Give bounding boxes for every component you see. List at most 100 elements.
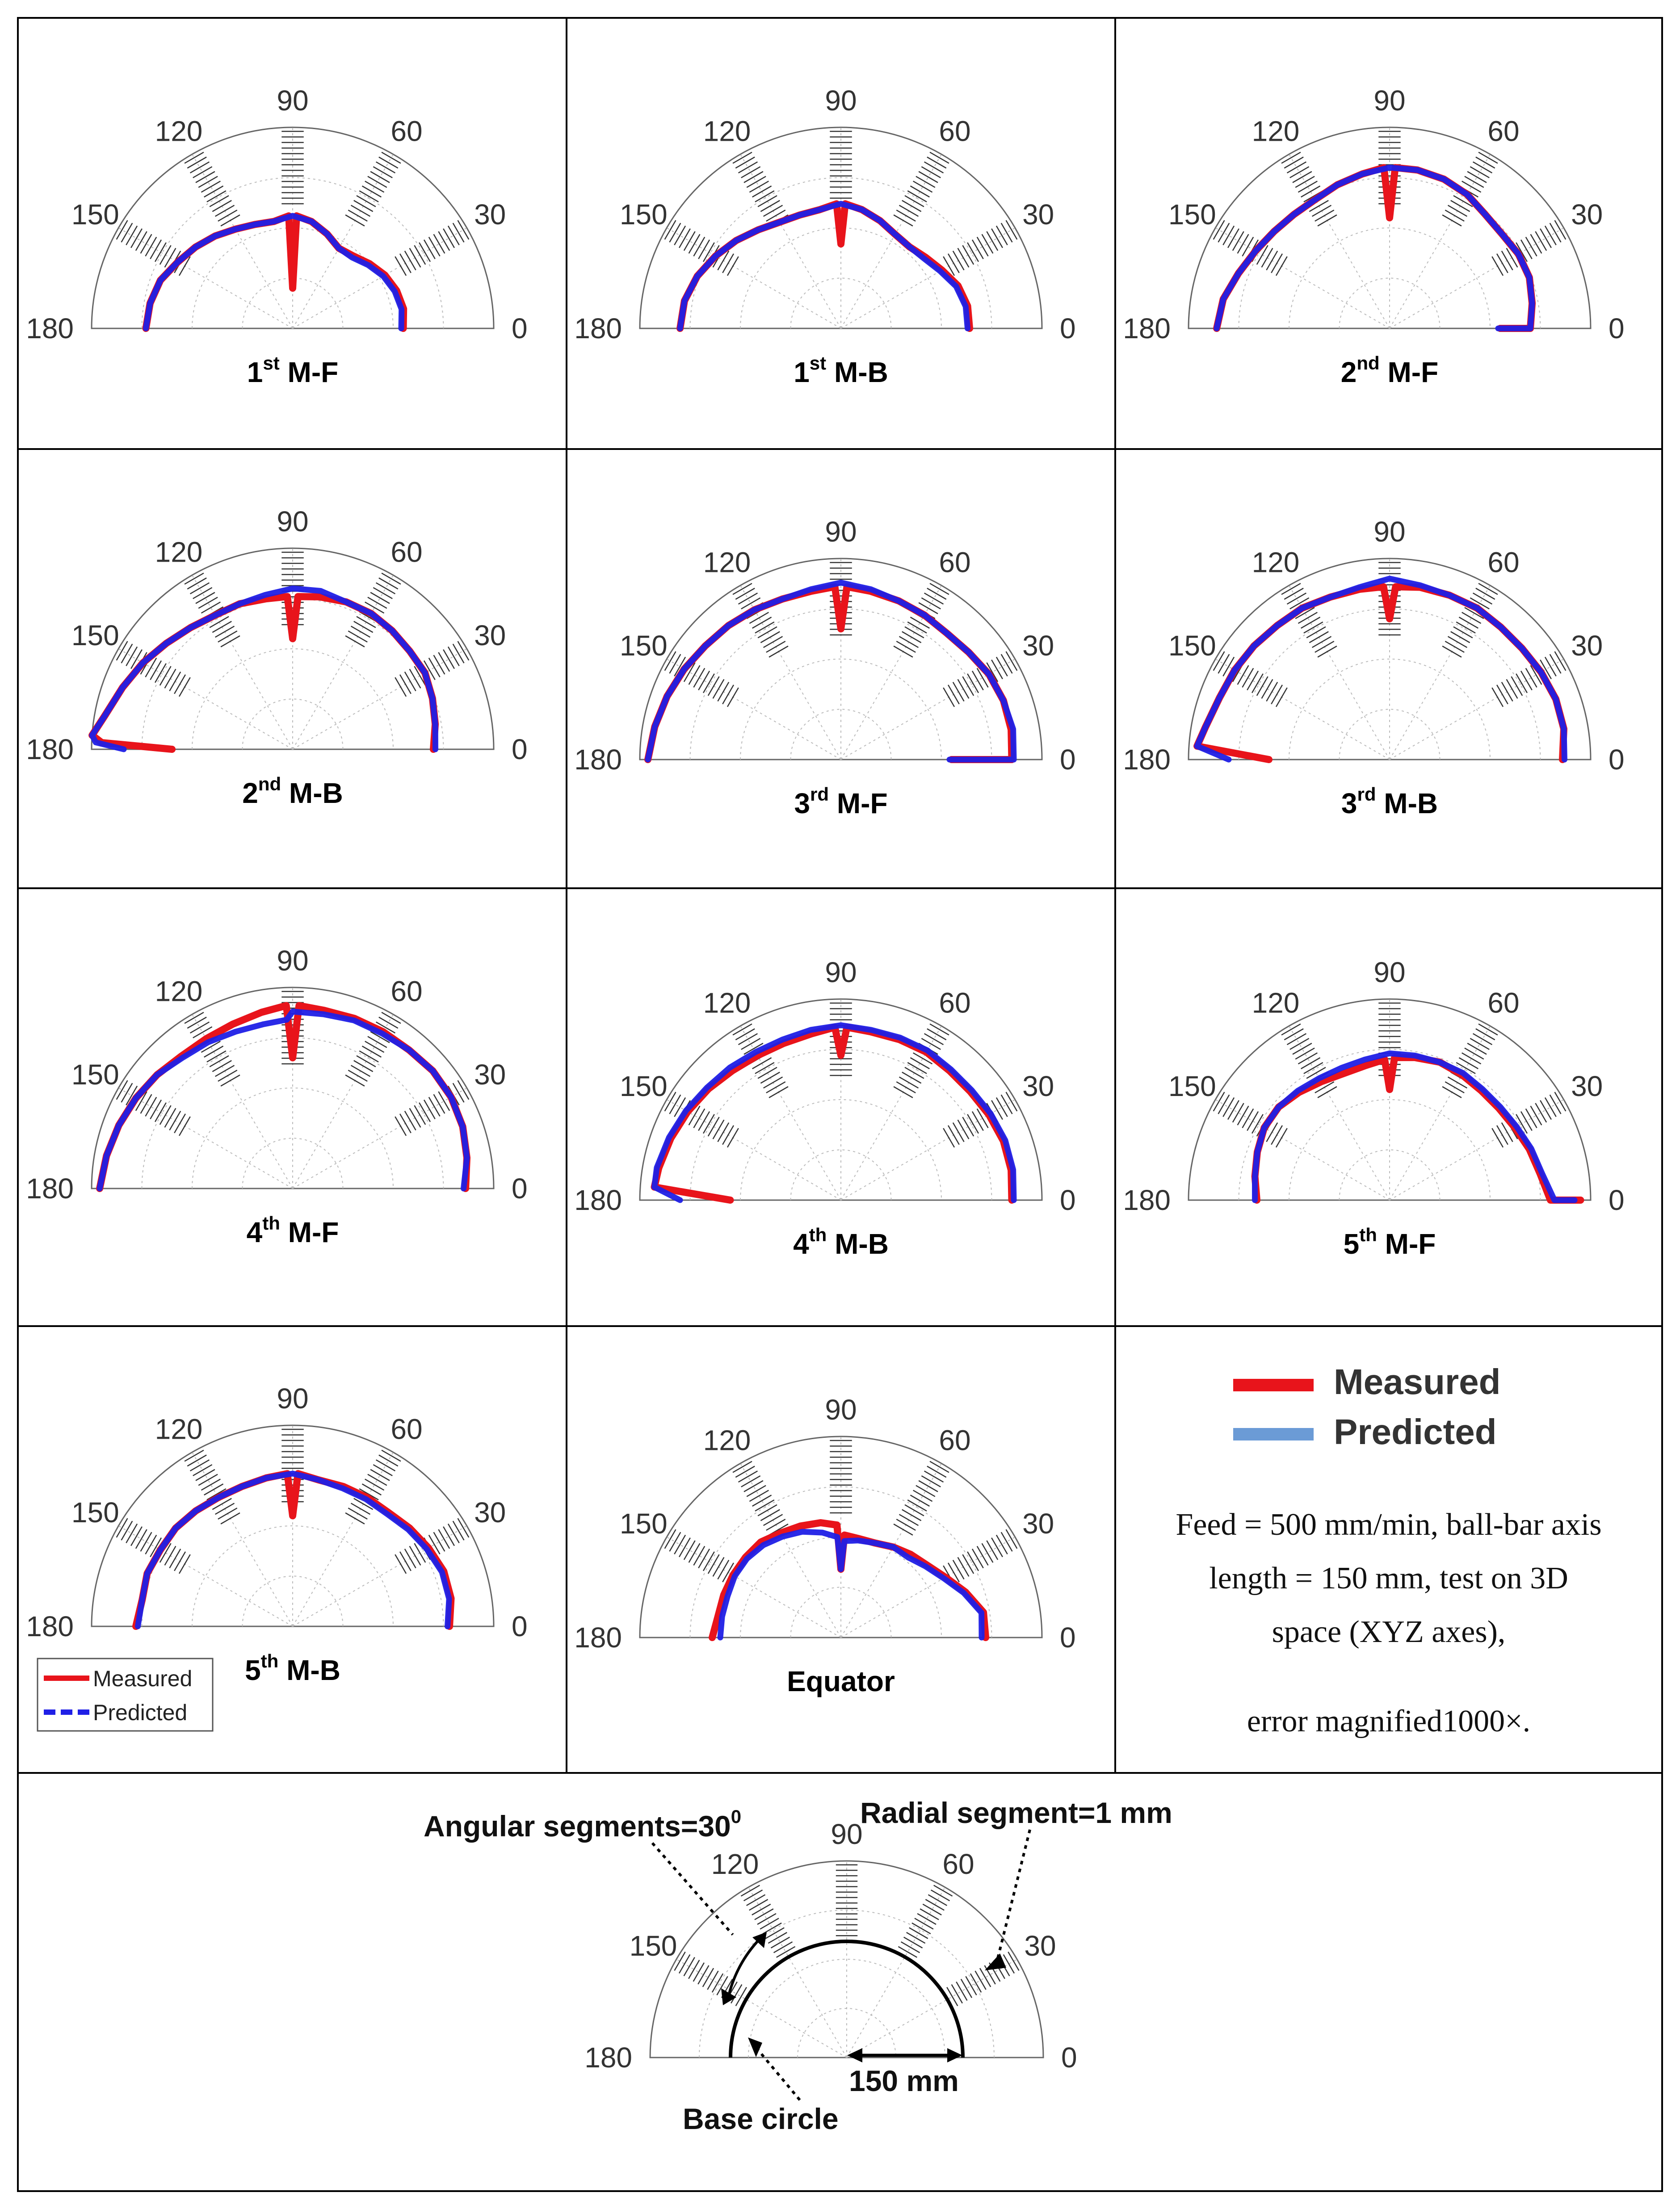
panel-6-title: 3rd M-B <box>1341 784 1438 819</box>
panel-6-tick-label-180: 180 <box>1123 743 1171 776</box>
panel-6-hatch-mark <box>1450 631 1470 643</box>
panel-3-tick-label-90: 90 <box>1373 84 1405 117</box>
panel-2-hatch-mark <box>916 176 936 188</box>
panel-1-hatch-mark <box>212 200 232 212</box>
diagram-hatch-mark <box>930 1889 950 1902</box>
panel-4-hatch-mark <box>423 660 436 680</box>
panel-7-hatch-mark <box>378 1016 399 1029</box>
panel-2-hatch-mark <box>674 225 686 246</box>
panel-5-hatch-mark <box>991 659 1003 680</box>
panel-1-hatch-mark <box>375 161 396 174</box>
panel-8-hatch-mark <box>755 1062 775 1074</box>
panel-2-hatch-90 <box>830 130 852 205</box>
panel-11-hatch-mark <box>669 1532 681 1552</box>
panel-10-hatch-mark <box>399 1551 412 1571</box>
panel-3-hatch-mark <box>1516 242 1528 262</box>
panel-5-tick-label-30: 30 <box>1022 630 1054 662</box>
panel-4-hatch-mark <box>381 572 401 585</box>
panel-6-spoke-30 <box>1389 659 1564 760</box>
diagram-hatch-mark <box>749 1899 769 1911</box>
panel-5-hatch-mark <box>943 687 955 707</box>
panel-9-hatch-mark <box>1298 1052 1318 1065</box>
panel-7-hatch-mark <box>419 1102 431 1122</box>
panel-7-hatch-mark <box>184 1012 204 1024</box>
panel-2-ring-2 <box>740 227 942 329</box>
panel-11-hatch-mark <box>957 1557 970 1577</box>
panel-3-hatch-mark <box>1275 256 1288 276</box>
radius-arrowhead-left <box>847 2048 862 2062</box>
panel-11-tick-label-60: 60 <box>939 1424 970 1456</box>
panel-4-hatch-mark <box>159 666 172 686</box>
panel-3-hatch-mark <box>1315 210 1335 222</box>
panel-4-hatch-mark <box>195 592 215 604</box>
explanation-diagram: 0 30 60 90 120 150 180 <box>584 1818 1077 2074</box>
panel-6-hatch-mark <box>1470 597 1490 609</box>
big-legend: Measured Predicted <box>1233 1362 1500 1452</box>
diagram-hatch-mark <box>922 1903 942 1915</box>
panel-5-ring-2 <box>740 659 942 760</box>
panel-9-tick-label-90: 90 <box>1373 956 1405 988</box>
panel-10-tick-label-180: 180 <box>26 1610 74 1642</box>
panel-7-hatch-mark <box>178 1116 191 1136</box>
panel-4-hatch-mark <box>350 626 371 638</box>
panel-5-hatch-mark <box>1000 654 1013 674</box>
panel-9-spoke-30 <box>1389 1099 1564 1201</box>
panel-7-hatch-mark <box>457 1080 470 1100</box>
panel-8-hatch-mark <box>967 1114 979 1134</box>
panel-8-hatch-mark <box>927 1028 947 1041</box>
panel-8-hatch-mark <box>995 1097 1008 1117</box>
panel-6-hatch-mark <box>1286 592 1307 605</box>
panel-11-hatch-mark <box>962 1554 974 1574</box>
panel-2-hatch-60 <box>893 151 949 227</box>
panel-3-hatch-mark <box>1447 205 1468 217</box>
panel-2-tick-label-30: 30 <box>1022 198 1054 231</box>
panel-5-hatch-mark <box>760 631 780 643</box>
panel-8-hatch-mark <box>902 1071 922 1084</box>
panel-10-hatch-mark <box>220 1512 240 1524</box>
panel-11-hatch-mark <box>717 1559 730 1580</box>
small-legend-measured-label: Measured <box>93 1666 192 1691</box>
panel-5-hatch-mark <box>755 621 775 634</box>
panel-10-hatch-mark <box>121 1520 133 1541</box>
panel-7: 0 30 60 90 120 150 180 4th M-F <box>26 945 527 1248</box>
panel-8-hatch-mark <box>693 1108 706 1128</box>
panel-7-hatch-mark <box>375 1021 396 1034</box>
panel-3-hatch-mark <box>1261 248 1273 268</box>
panel-9-hatch-mark <box>1447 1076 1468 1089</box>
panel-10-hatch-mark <box>130 1526 143 1546</box>
panel-4-spoke-30 <box>292 648 467 750</box>
panel-2-hatch-mark <box>664 220 676 240</box>
panel-9-hatch-mark <box>1213 1092 1225 1112</box>
panel-4-spoke-60 <box>292 575 394 750</box>
panel-11-hatch-mark <box>743 1480 764 1492</box>
panel-11-hatch-mark <box>755 1499 775 1512</box>
panel-10-hatch-mark <box>189 1459 210 1472</box>
panel-4-hatch-mark <box>164 668 176 689</box>
panel-6-hatch-mark <box>1213 651 1225 671</box>
panel-7-hatch-mark <box>214 1065 235 1077</box>
panel-4-hatch-mark <box>193 587 213 599</box>
panel-3-hatch-mark <box>1540 228 1552 248</box>
panel-10-hatch-mark <box>428 1534 441 1554</box>
diagram-hatch-mark <box>754 1908 774 1920</box>
panel-7-hatch-mark <box>423 1100 436 1120</box>
panel-5-hatch-mark <box>910 617 930 629</box>
panel-5-hatch-mark <box>712 679 725 699</box>
panel-5-hatch-mark <box>763 636 783 648</box>
panel-9-hatch-mark <box>1232 1103 1244 1123</box>
panel-8-hatch-mark <box>957 1119 970 1139</box>
panel-6-hatch-mark <box>1445 641 1465 653</box>
panel-7-hatch-mark <box>409 1108 421 1128</box>
panel-11-hatch-mark <box>1005 1529 1018 1549</box>
panel-4-ring-1 <box>242 698 344 750</box>
panel-11-spoke-60 <box>840 1463 942 1638</box>
panel-3-hatch-mark <box>1544 225 1557 246</box>
panel-4-hatch-mark <box>367 596 387 609</box>
panel-2-hatch-mark <box>902 200 922 212</box>
panel-7-hatch-mark <box>365 1041 385 1053</box>
diagram-hatch-mark <box>697 1965 710 1985</box>
panel-11-hatch-mark <box>899 1514 919 1526</box>
panel-1-hatch-mark <box>361 185 382 198</box>
panel-4-hatch-mark <box>365 601 385 614</box>
panel-9-tick-label-150: 150 <box>1168 1070 1216 1102</box>
